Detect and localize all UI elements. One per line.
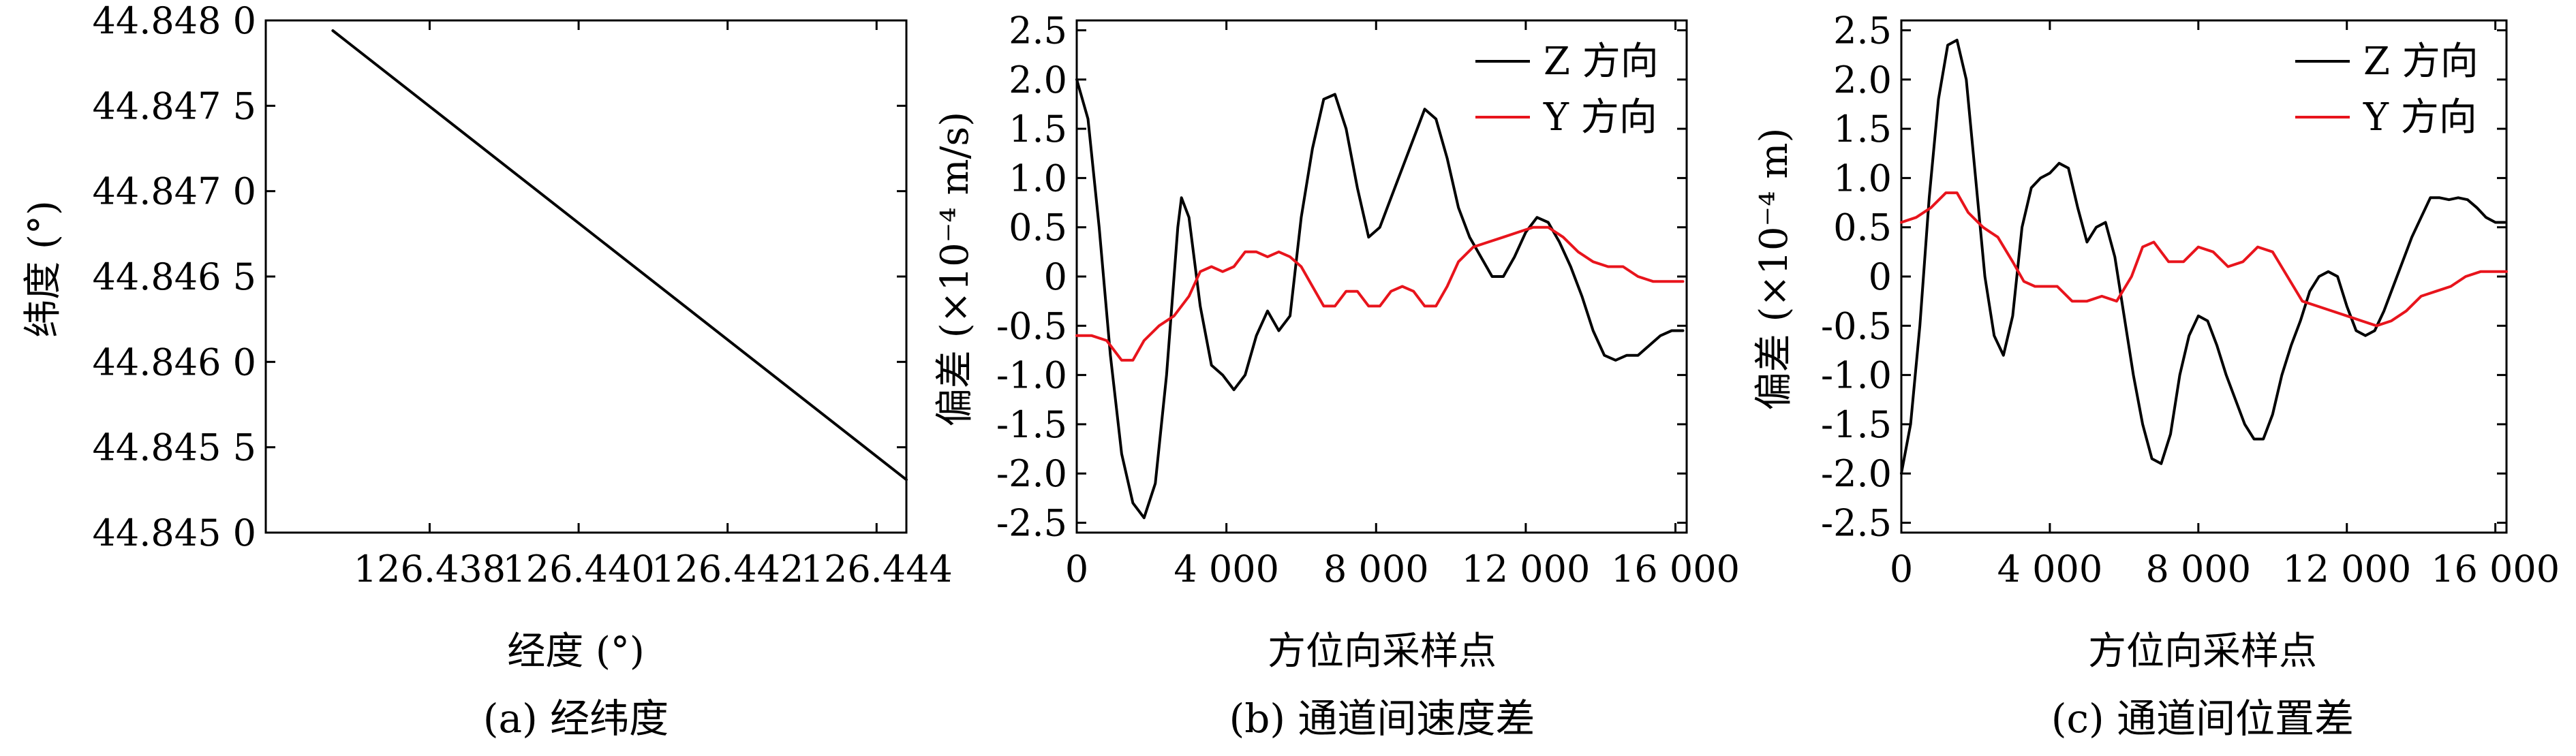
- y-tick-label-a: 44.847 0: [93, 170, 256, 213]
- legend-label-c: Y 方向: [2363, 95, 2477, 140]
- y-axis-label-a: 纬度 (°): [21, 200, 65, 338]
- legend-label-c: Z 方向: [2363, 40, 2479, 84]
- y-tick-label-b: 1.5: [1009, 108, 1067, 151]
- y-tick-label-b: 2.5: [1009, 9, 1067, 52]
- y-tick-label-c: 1.0: [1833, 157, 1892, 200]
- y-tick-label-c: -2.5: [1821, 502, 1892, 545]
- series-line-c-secondary: [1900, 191, 2508, 328]
- y-tick-label-b: -2.0: [996, 452, 1067, 495]
- y-tick-label-b: -1.0: [996, 354, 1067, 397]
- y-tick-label-c: -1.5: [1821, 403, 1892, 446]
- y-tick-label-c: 2.0: [1833, 59, 1892, 101]
- y-tick-label-b: -2.5: [996, 502, 1067, 545]
- series-line-a-primary: [331, 29, 908, 482]
- x-tick-label-a: 126.444: [801, 548, 953, 590]
- x-tick-label-b: 4 000: [1174, 548, 1279, 590]
- legend-label-b: Y 方向: [1543, 95, 1657, 140]
- y-tick-label-c: -2.0: [1821, 452, 1892, 495]
- caption-a: (a) 经纬度: [483, 695, 669, 742]
- x-tick-label-c: 0: [1890, 548, 1913, 590]
- series-line-b-secondary: [1075, 225, 1685, 362]
- y-tick-label-a: 44.845 5: [93, 426, 256, 469]
- x-axis-label-b: 方位向采样点: [1268, 629, 1497, 674]
- y-axis-label-b: 偏差 (×10⁻⁴ m/s): [933, 112, 977, 426]
- y-tick-label-c: -0.5: [1821, 304, 1892, 347]
- y-tick-label-b: 0: [1044, 255, 1067, 298]
- x-tick-label-b: 8 000: [1323, 548, 1429, 590]
- y-tick-label-c: 0: [1869, 255, 1892, 298]
- y-tick-label-b: 0.5: [1009, 206, 1067, 249]
- y-tick-label-b: 2.0: [1009, 59, 1067, 101]
- y-tick-label-b: -0.5: [996, 304, 1067, 347]
- x-tick-label-b: 12 000: [1461, 548, 1590, 590]
- panel-b: 0 4 000 8 000 12 000 16 000 -2.5 -2.0 -1.5 -1.0 -…: [996, 9, 1740, 590]
- y-tick-label-a: 44.847 5: [93, 84, 256, 127]
- x-tick-label-c: 12 000: [2282, 548, 2411, 590]
- x-tick-label-b: 16 000: [1611, 548, 1740, 590]
- x-tick-label-a: 126.440: [502, 548, 654, 590]
- y-tick-label-a: 44.846 5: [93, 255, 256, 298]
- y-tick-label-b: 1.0: [1009, 157, 1067, 200]
- plot-frame-a: [264, 19, 908, 534]
- y-tick-label-c: 1.5: [1833, 108, 1892, 151]
- x-tick-label-a: 126.438: [354, 548, 506, 590]
- series-line-b-primary: [1075, 78, 1685, 520]
- panel-c: 0 4 000 8 000 12 000 16 000 -2.5 -2.0 -1.5 -1.0 -…: [1821, 9, 2560, 590]
- y-tick-label-c: -1.0: [1821, 354, 1892, 397]
- x-tick-label-b: 0: [1065, 548, 1088, 590]
- x-tick-label-c: 16 000: [2431, 548, 2560, 590]
- y-tick-label-a: 44.846 0: [93, 341, 256, 383]
- caption-b: (b) 通道间速度差: [1229, 695, 1535, 742]
- x-tick-label-a: 126.442: [651, 548, 803, 590]
- y-tick-label-c: 2.5: [1833, 9, 1892, 52]
- x-axis-label-c: 方位向采样点: [2088, 629, 2317, 674]
- y-tick-label-a: 44.845 0: [93, 511, 256, 554]
- legend-label-b: Z 方向: [1544, 40, 1659, 84]
- y-tick-label-c: 0.5: [1833, 206, 1892, 249]
- series-line-c-primary: [1900, 38, 2506, 475]
- y-tick-label-b: -1.5: [996, 403, 1067, 446]
- caption-c: (c) 通道间位置差: [2051, 695, 2354, 742]
- x-tick-label-c: 8 000: [2146, 548, 2252, 590]
- y-tick-label-a: 44.848 0: [93, 0, 256, 42]
- x-tick-label-c: 4 000: [1997, 548, 2103, 590]
- x-axis-label-a: 经度 (°): [507, 629, 645, 674]
- y-axis-label-c: 偏差 (×10⁻⁴ m): [1752, 128, 1796, 411]
